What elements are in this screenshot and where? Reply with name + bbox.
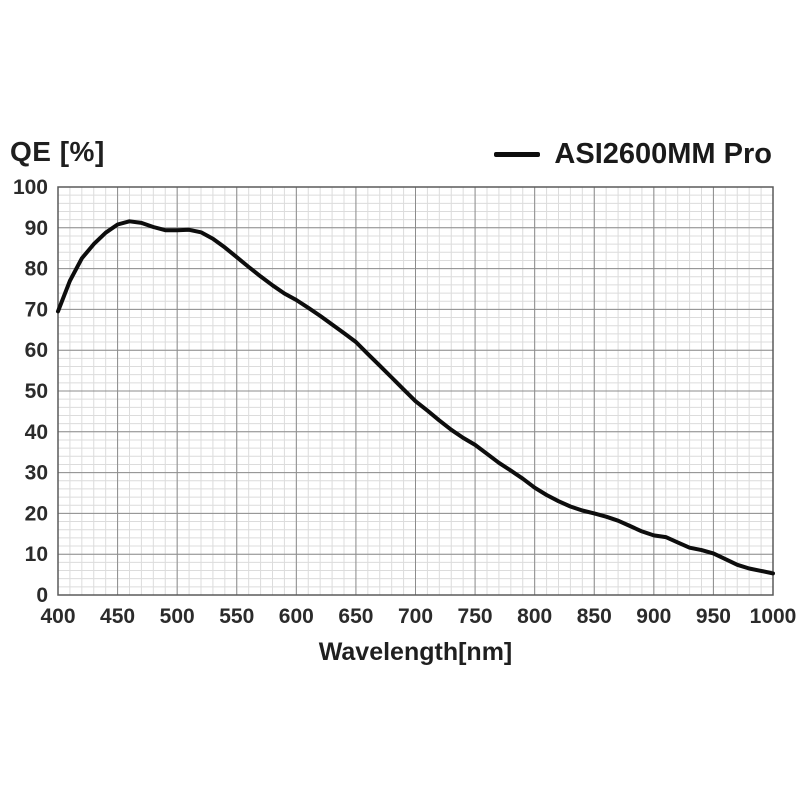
y-tick-label: 70	[25, 298, 48, 321]
y-tick-label: 30	[25, 462, 48, 485]
x-tick-label: 400	[40, 605, 75, 628]
y-tick-label: 0	[36, 584, 48, 607]
y-tick-label: 100	[13, 176, 48, 199]
y-tick-label: 10	[25, 543, 48, 566]
x-tick-label: 1000	[750, 605, 797, 628]
plot-frame	[57, 186, 774, 596]
x-tick-label: 500	[160, 605, 195, 628]
y-tick-label: 40	[25, 421, 48, 444]
y-tick-label: 60	[25, 339, 48, 362]
x-tick-label: 650	[338, 605, 373, 628]
x-tick-label: 550	[219, 605, 254, 628]
legend-label: ASI2600MM Pro	[554, 138, 772, 170]
x-tick-label: 700	[398, 605, 433, 628]
x-axis-title: Wavelength[nm]	[318, 638, 513, 666]
qe-curve	[56, 219, 775, 576]
x-tick-label: 450	[100, 605, 135, 628]
y-tick-label: 20	[25, 502, 48, 525]
x-tick-label: 800	[517, 605, 552, 628]
x-tick-label: 600	[279, 605, 314, 628]
x-tick-label: 850	[577, 605, 612, 628]
x-tick-label: 750	[458, 605, 493, 628]
x-tick-label: 950	[696, 605, 731, 628]
y-tick-label: 80	[25, 258, 48, 281]
legend: ASI2600MM Pro	[494, 138, 772, 171]
legend-line-icon	[494, 152, 541, 157]
y-tick-label: 50	[25, 380, 48, 403]
y-axis-title: QE [%]	[10, 136, 105, 167]
x-tick-label: 900	[636, 605, 671, 628]
y-tick-label: 90	[25, 217, 48, 240]
